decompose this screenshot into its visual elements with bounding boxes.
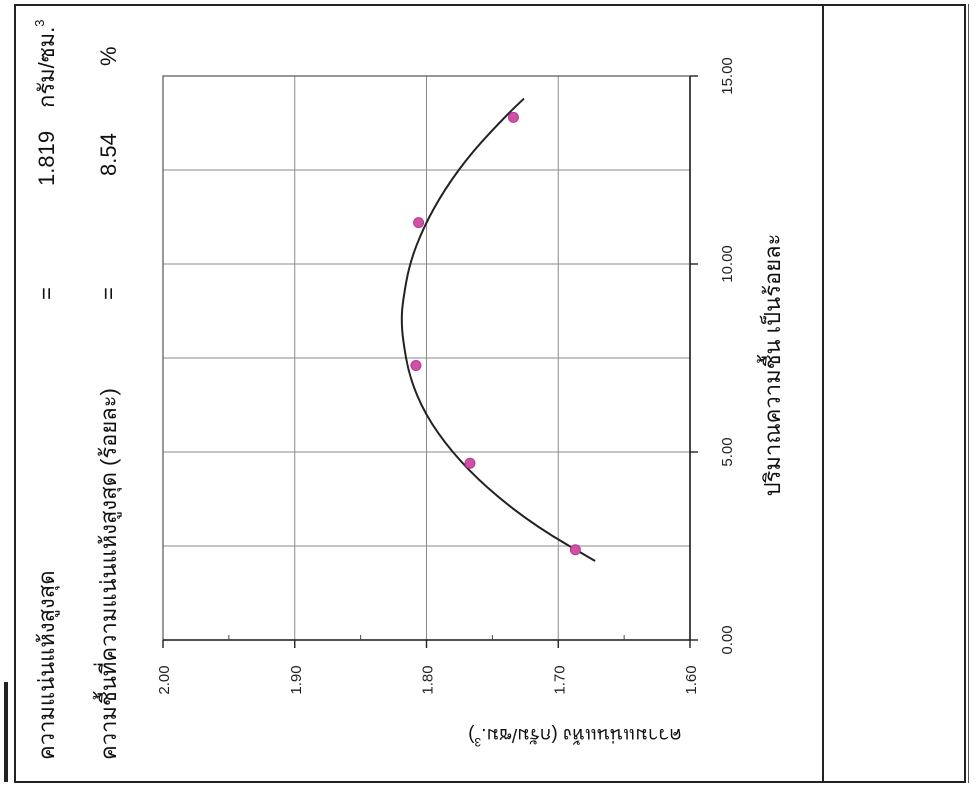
y-tick-label: 2.00 xyxy=(156,665,173,694)
x-axis-title: ปริมาณความชื้น เป็นร้อยละ xyxy=(757,234,785,497)
omc-label: ความชื้นที่ความแน่นแห้งสูงสุด (ร้อยละ) xyxy=(93,388,122,760)
max-density-eq: = xyxy=(34,287,59,300)
max-density-unit-sup: 3 xyxy=(32,19,47,26)
header-max-density: ความแน่นแห้งสูงสุด = 1.819 กรัม/ซม.3 xyxy=(32,19,60,760)
data-point xyxy=(507,111,519,123)
plot-area: 0.00 5.00 10.00 15.00 1.60 1.70 1.80 1.90 2.00 xyxy=(156,57,736,694)
fit-curve xyxy=(400,97,596,562)
y-tick-label: 1.70 xyxy=(551,665,568,694)
omc-eq: = xyxy=(96,287,121,300)
x-tick-label: 10.00 xyxy=(719,245,736,283)
omc-value: 8.54 xyxy=(96,133,121,176)
y-axis-title: ความแน่นแห้ง (กรัม/ซม.3) xyxy=(468,724,682,749)
y-tick-label: 1.80 xyxy=(420,665,437,694)
y-axis-title-suffix: ) xyxy=(468,724,474,745)
page-frame xyxy=(14,4,966,783)
x-tick-label: 15.00 xyxy=(719,57,736,95)
x-tick-label: 5.00 xyxy=(719,437,736,466)
header-omc: ความชื้นที่ความแน่นแห้งสูงสุด (ร้อยละ) =… xyxy=(93,46,122,760)
max-density-unit-text: กรัม/ซม. xyxy=(34,27,59,108)
edge-line xyxy=(968,4,969,783)
x-tick-label: 0.00 xyxy=(719,625,736,654)
y-tick-label: 1.90 xyxy=(288,665,305,694)
y-tick-label: 1.60 xyxy=(683,665,700,694)
y-axis-title-text: ความแน่นแห้ง (กรัม/ซม. xyxy=(481,724,682,745)
omc-unit: % xyxy=(96,46,121,66)
column-divider xyxy=(822,4,824,783)
data-point xyxy=(569,544,581,556)
edge-mark xyxy=(4,682,8,782)
data-point xyxy=(410,360,422,372)
y-axis-title-sup: 3 xyxy=(474,735,481,749)
data-point xyxy=(464,457,476,469)
data-point xyxy=(413,217,425,229)
max-density-value: 1.819 xyxy=(34,131,59,186)
max-density-label: ความแน่นแห้งสูงสุด xyxy=(34,571,60,761)
max-density-unit: กรัม/ซม.3 xyxy=(32,19,59,108)
